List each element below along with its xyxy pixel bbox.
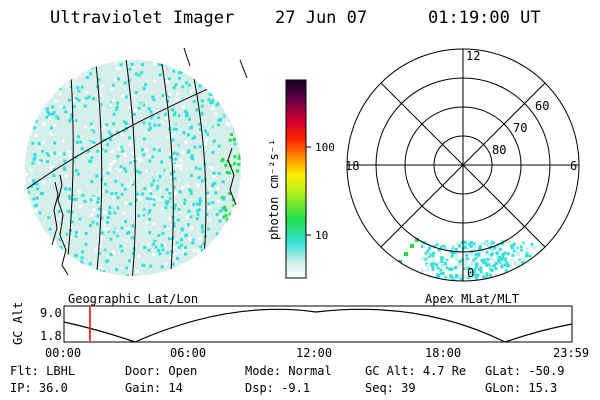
- polar-plot: 12 18 6 0 60 70 80: [345, 48, 580, 282]
- polar-ring-80: 80: [492, 143, 506, 157]
- info-gcalt: GC Alt: 4.7 Re: [365, 364, 467, 378]
- info-ip: IP: 36.0: [10, 381, 68, 395]
- polar-ring-60: 60: [535, 99, 549, 113]
- altitude-plot: 9.0 1.8 GC Alt 00:00 06:00 12:00 18:00 2…: [11, 302, 589, 360]
- app-title: Ultraviolet Imager: [50, 8, 235, 28]
- colorbar-tick-100: 100: [315, 141, 335, 154]
- geo-panel-label: Geographic Lat/Lon: [68, 292, 198, 306]
- coastline-right: [227, 147, 237, 206]
- geographic-image: [25, 47, 248, 276]
- info-dsp: Dsp: -9.1: [245, 381, 311, 395]
- info-gain: Gain: 14: [125, 381, 183, 395]
- polar-label-18: 18: [345, 159, 359, 173]
- info-mode: Mode: Normal: [245, 364, 332, 378]
- alt-x-tick-0000: 00:00: [45, 346, 81, 360]
- alt-x-tick-1800: 18:00: [425, 346, 461, 360]
- polar-label-12: 12: [466, 49, 480, 63]
- alt-x-tick-1200: 12:00: [296, 346, 332, 360]
- alt-y-label: GC Alt: [11, 302, 25, 345]
- alt-y-tick-9: 9.0: [40, 306, 62, 320]
- info-seq: Seq: 39: [365, 381, 416, 395]
- polar-ring-70: 70: [513, 121, 527, 135]
- coastline-left: [57, 174, 69, 276]
- alt-x-tick-0600: 06:00: [170, 346, 206, 360]
- apex-panel-label: Apex MLat/MLT: [425, 292, 519, 306]
- alt-x-tick-2359: 23:59: [553, 346, 589, 360]
- alt-y-tick-1: 1.8: [40, 329, 62, 343]
- polar-label-6: 6: [570, 159, 577, 173]
- time-label: 01:19:00 UT: [428, 8, 541, 28]
- info-glat: GLat: -50.9: [485, 364, 565, 378]
- info-filter: Flt: LBHL: [10, 364, 76, 378]
- colorbar-tick-10: 10: [315, 229, 328, 242]
- info-glon: GLon: 15.3: [485, 381, 558, 395]
- date-label: 27 Jun 07: [275, 8, 368, 28]
- colorbar-unit-label: photon cm⁻²s⁻¹: [267, 139, 281, 240]
- info-door: Door: Open: [125, 364, 198, 378]
- colorbar: 100 10 photon cm⁻²s⁻¹: [267, 79, 335, 279]
- polar-label-0: 0: [467, 266, 474, 280]
